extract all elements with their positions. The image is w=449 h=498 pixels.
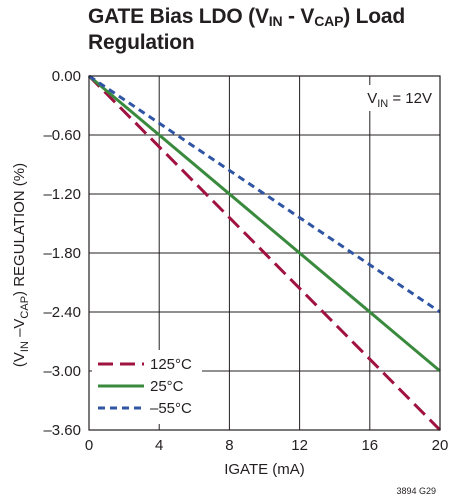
y-tick-label: –1.20 (43, 186, 81, 203)
y-tick-label: –0.60 (43, 127, 81, 144)
x-tick-label: 12 (291, 437, 308, 454)
x-tick-label: 20 (432, 437, 449, 454)
y-axis-label: (VIN –VCAP) REGULATION (%) (11, 163, 31, 367)
figure-code: 3894 G29 (396, 486, 436, 496)
chart-title: GATE Bias LDO (VIN - VCAP) Load Regulatio… (88, 5, 406, 54)
legend: 125°C 25°C –55°C (92, 350, 202, 424)
x-tick-label: 8 (225, 437, 233, 454)
series-lines (87, 74, 442, 432)
x-tick-label: 16 (361, 437, 378, 454)
x-tick-labels: 0 4 8 12 16 20 (85, 437, 449, 454)
x-tick-label: 4 (155, 437, 163, 454)
series-line (87, 74, 442, 432)
y-tick-label: –2.40 (43, 304, 81, 321)
y-tick-label: –3.60 (43, 422, 81, 439)
plot-frame (88, 75, 441, 431)
legend-label: –55°C (150, 400, 192, 417)
y-tick-labels: 0.00 –0.60 –1.20 –1.80 –2.40 –3.00 –3.60 (43, 68, 81, 439)
y-tick-label: –1.80 (43, 245, 81, 262)
series-line (88, 74, 441, 314)
legend-label: 25°C (150, 378, 184, 395)
y-tick-label: –3.00 (43, 363, 81, 380)
x-tick-label: 0 (85, 437, 93, 454)
series-line (88, 74, 441, 373)
vin-annotation: VIN = 12V (352, 85, 436, 111)
x-axis-label: IGATE (mA) (224, 461, 305, 478)
y-tick-label: 0.00 (52, 68, 81, 85)
svg-text:VIN = 12V: VIN = 12V (367, 90, 432, 110)
legend-label: 125°C (150, 356, 192, 373)
